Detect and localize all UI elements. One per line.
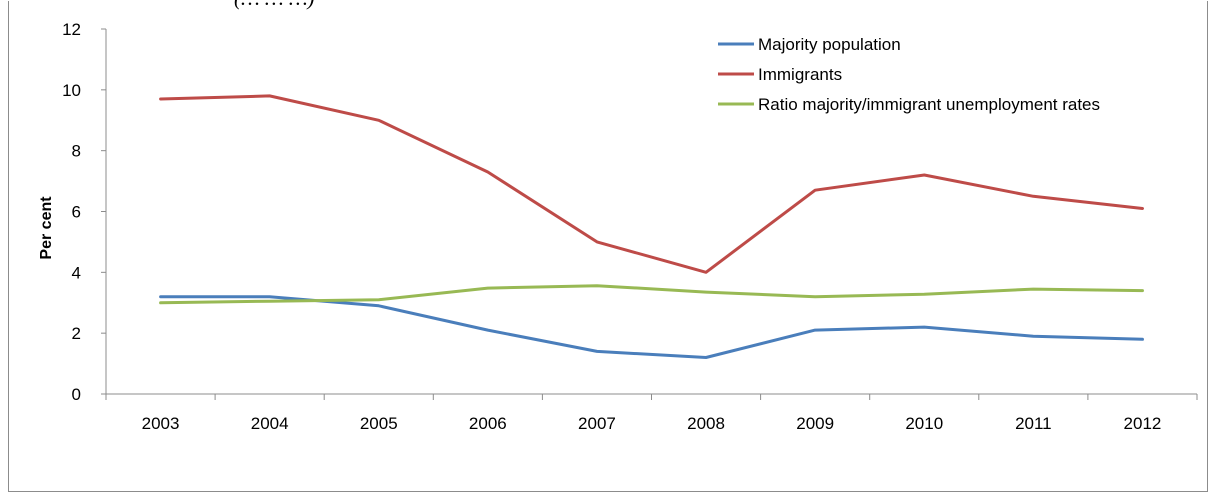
y-tick-labels: 0 2 4 6 8 10 12 bbox=[62, 20, 81, 404]
series-line-2 bbox=[159, 94, 1144, 274]
x-tick-label: 2009 bbox=[796, 414, 834, 433]
x-tick-label: 2003 bbox=[142, 414, 180, 433]
y-tick-label: 4 bbox=[72, 263, 81, 282]
x-tick-labels: 2003 2004 2005 2006 2007 2008 2009 2010 2011 2012 bbox=[142, 414, 1162, 433]
y-tick-label: 2 bbox=[72, 324, 81, 343]
y-axis-label: Per cent bbox=[38, 196, 55, 260]
x-tick-label: 2005 bbox=[360, 414, 398, 433]
x-tick-label: 2006 bbox=[469, 414, 507, 433]
series-line-1 bbox=[159, 295, 1144, 359]
x-tick-label: 2004 bbox=[251, 414, 289, 433]
cropped-header-text: (… … …) bbox=[234, 0, 315, 11]
chart-axes bbox=[101, 28, 1198, 400]
legend-label: Immigrants bbox=[758, 65, 842, 84]
legend: Majority population Immigrants Ratio major… bbox=[718, 35, 1100, 114]
y-tick-label: 10 bbox=[62, 81, 81, 100]
legend-label: Ratio majority/immigrant unemployment ra… bbox=[758, 95, 1100, 114]
y-tick-label: 0 bbox=[72, 385, 81, 404]
x-tick-label: 2012 bbox=[1124, 414, 1162, 433]
y-tick-label: 6 bbox=[72, 203, 81, 222]
legend-entry-1: Majority population bbox=[718, 35, 901, 54]
y-tick-label: 12 bbox=[62, 20, 81, 39]
legend-entry-2: Immigrants bbox=[718, 65, 842, 84]
legend-entry-3: Ratio majority/immigrant unemployment ra… bbox=[718, 95, 1100, 114]
series-lines bbox=[159, 94, 1144, 359]
legend-label: Majority population bbox=[758, 35, 901, 54]
x-tick-label: 2007 bbox=[578, 414, 616, 433]
y-tick-label: 8 bbox=[72, 142, 81, 161]
x-tick-label: 2008 bbox=[687, 414, 725, 433]
x-tick-label: 2010 bbox=[905, 414, 943, 433]
x-tick-label: 2011 bbox=[1015, 414, 1052, 433]
series-line-3 bbox=[159, 284, 1144, 305]
